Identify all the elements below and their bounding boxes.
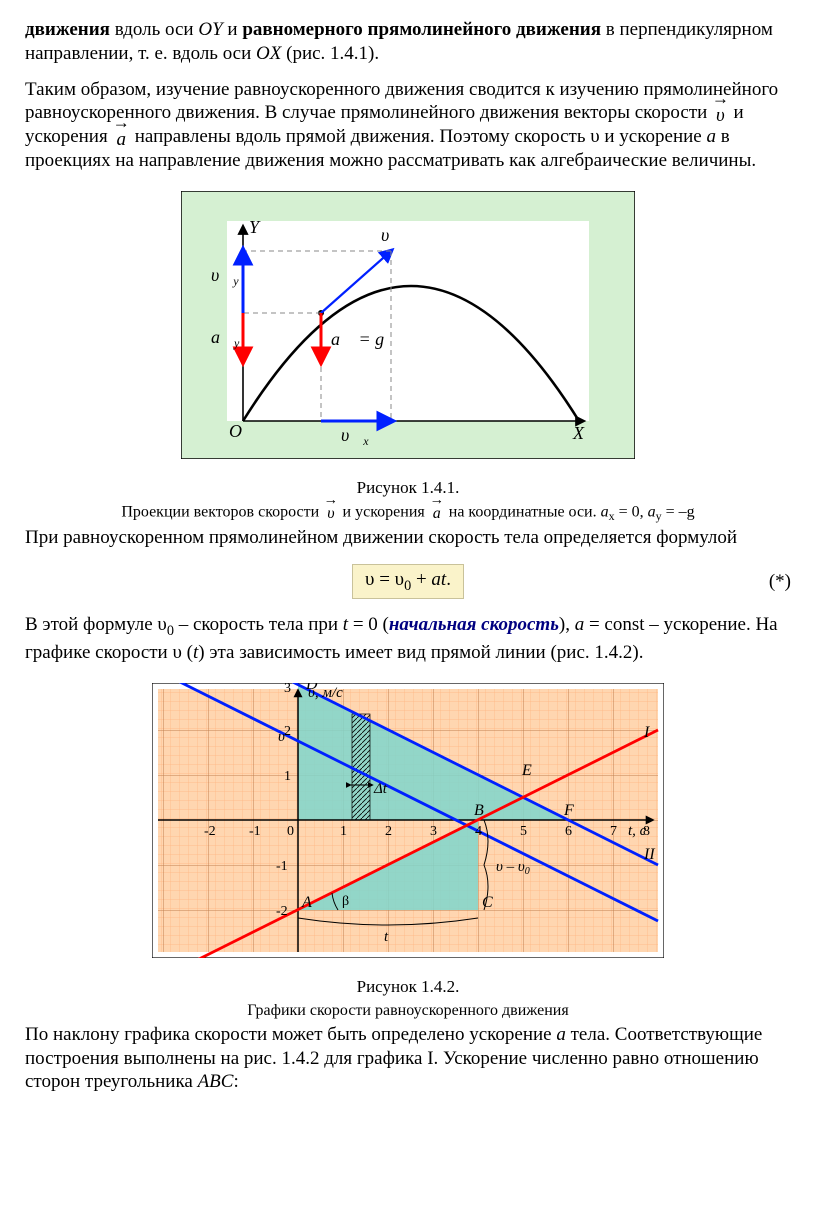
figure-1-4-2-caption: Рисунок 1.4.2. (25, 976, 791, 997)
figure-1-4-2: Δt υ υ – υ0 t β -2-1 0 123 456 78 123 -1… (25, 683, 791, 958)
text: – скорость тела при (174, 614, 343, 635)
figure-1-4-1-svg: Y X O υ⃗ υ⃗y υ⃗x a⃗y a⃗ = g⃗ (181, 191, 635, 459)
svg-text:0: 0 (287, 824, 294, 839)
svg-text:-1: -1 (249, 824, 261, 839)
svg-text:6: 6 (565, 824, 572, 839)
text: : (233, 1071, 238, 1092)
svg-text:-2: -2 (276, 904, 288, 919)
svg-text:Δt: Δt (373, 781, 388, 797)
figure-1-4-1-caption: Рисунок 1.4.1. (25, 477, 791, 498)
var-a: a (575, 614, 585, 635)
figure-1-4-2-svg: Δt υ υ – υ0 t β -2-1 0 123 456 78 123 -1… (152, 683, 664, 958)
svg-text:C: C (482, 894, 493, 911)
formula-dot: . (446, 569, 451, 590)
var-a: a (706, 126, 716, 147)
svg-text:3: 3 (284, 683, 291, 696)
svg-text:-2: -2 (204, 824, 216, 839)
var-ax: a (601, 503, 609, 520)
text: По наклону графика скорости может быть о… (25, 1024, 556, 1045)
paragraph-2: Таким образом, изучение равноускоренного… (25, 78, 791, 173)
figure-1-4-2-subcaption: Графики скорости равноускоренного движен… (25, 1001, 791, 1021)
svg-text:F: F (563, 802, 574, 819)
text: вдоль оси (110, 19, 198, 40)
svg-text:A: A (301, 894, 312, 911)
formula-row: υ = υ0 + at. (*) (25, 564, 791, 600)
svg-text:E: E (521, 762, 532, 779)
axis-ox: OX (256, 43, 281, 64)
figure-1-4-1: Y X O υ⃗ υ⃗y υ⃗x a⃗y a⃗ = g⃗ (25, 191, 791, 459)
svg-text:7: 7 (610, 824, 617, 839)
paragraph-3: При равноускоренном прямолинейном движен… (25, 526, 791, 550)
text: = 0 ( (348, 614, 389, 635)
text: направлены вдоль прямой движения. Поэтом… (135, 126, 707, 147)
svg-text:2: 2 (385, 824, 392, 839)
text: = –g (662, 503, 695, 520)
vector-a-icon: a (431, 504, 443, 524)
var-ay: a (648, 503, 656, 520)
text: Проекции векторов скорости (121, 503, 323, 520)
vector-a-icon: a (114, 128, 128, 152)
term-initial-velocity: начальная скорость (389, 614, 559, 635)
vector-v-icon: υ (714, 104, 727, 128)
text: ) эта зависимость имеет вид прямой линии… (198, 642, 643, 663)
svg-text:II: II (643, 846, 655, 863)
axis-oy: OY (198, 19, 222, 40)
svg-text:I: I (643, 724, 650, 741)
svg-text:a⃗ = g⃗: a⃗ = g⃗ (331, 329, 398, 349)
text: равномерного прямолинейного движения (242, 19, 601, 40)
svg-text:B: B (474, 802, 484, 819)
sub-0: 0 (167, 623, 174, 639)
formula-text: υ = υ (365, 569, 404, 590)
text: и ускорения (343, 503, 429, 520)
text: и (223, 19, 243, 40)
svg-text:β: β (342, 894, 349, 909)
figure-1-4-1-subcaption: Проекции векторов скорости υ и ускорения… (25, 502, 791, 524)
text: на координатные оси. (449, 503, 601, 520)
text: (рис. 1.4.1). (281, 43, 379, 64)
svg-text:4: 4 (475, 824, 482, 839)
paragraph-1: движения вдоль оси OY и равномерного пря… (25, 18, 791, 66)
text: ), (559, 614, 575, 635)
svg-text:X: X (572, 423, 585, 443)
var-a: a (556, 1024, 566, 1045)
paragraph-4: В этой формуле υ0 – скорость тела при t … (25, 613, 791, 664)
formula-text: + (411, 569, 431, 590)
svg-text:t, с: t, с (628, 823, 647, 839)
var-at: at (431, 569, 446, 590)
text: = 0, (615, 503, 648, 520)
svg-text:5: 5 (520, 824, 527, 839)
text: В этой формуле υ (25, 614, 167, 635)
svg-text:υ – υ0: υ – υ0 (496, 859, 530, 877)
formula-tag: (*) (769, 570, 791, 594)
paragraph-5: По наклону графика скорости может быть о… (25, 1023, 791, 1094)
svg-text:υ, м/с: υ, м/с (308, 685, 343, 701)
text: движения (25, 19, 110, 40)
vector-v-icon: υ (325, 504, 336, 524)
svg-text:O: O (229, 421, 242, 441)
svg-text:1: 1 (284, 769, 291, 784)
formula-box: υ = υ0 + at. (352, 564, 464, 600)
svg-text:1: 1 (340, 824, 347, 839)
svg-text:2: 2 (284, 724, 291, 739)
text: Таким образом, изучение равноускоренного… (25, 79, 778, 124)
svg-text:-1: -1 (276, 859, 288, 874)
svg-text:3: 3 (430, 824, 437, 839)
triangle-abc: ABC (198, 1071, 234, 1092)
svg-text:υ⃗: υ⃗ (381, 225, 403, 245)
